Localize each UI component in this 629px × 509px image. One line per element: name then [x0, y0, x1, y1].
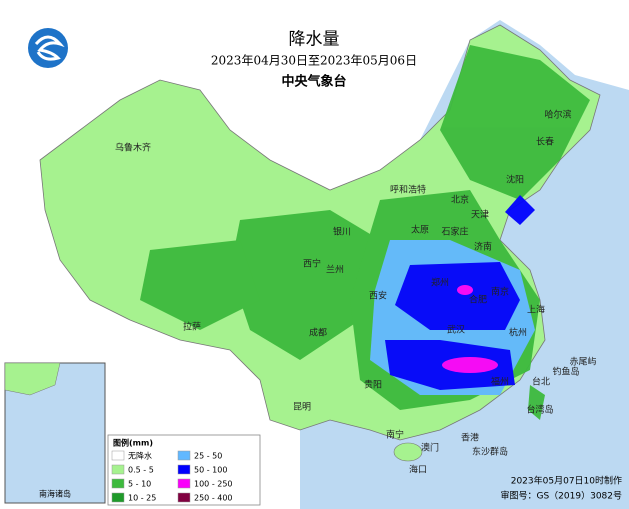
city-label: 拉萨 [183, 321, 201, 333]
city-label: 杭州 [509, 327, 527, 339]
legend-swatch [177, 492, 191, 503]
legend-swatch [177, 450, 191, 461]
approval-no: 审图号：GS（2019）3082号 [501, 490, 623, 502]
legend-swatch [177, 478, 191, 489]
legend-label: 25 - 50 [194, 452, 222, 461]
city-label: 西安 [369, 290, 387, 302]
made-time: 2023年05月07日10时制作 [511, 475, 622, 487]
city-label: 银川 [333, 226, 351, 238]
hainan [393, 442, 423, 462]
city-label: 台北 [532, 376, 550, 388]
city-label: 乌鲁木齐 [115, 142, 151, 154]
legend-swatch [111, 450, 125, 461]
legend-label: 100 - 250 [194, 480, 233, 489]
legend-swatch [111, 492, 125, 503]
city-label: 南京 [491, 286, 509, 298]
city-label: 长春 [536, 136, 554, 148]
legend-label: 250 - 400 [194, 494, 233, 503]
city-label: 太原 [411, 224, 429, 236]
city-label: 武汉 [447, 324, 465, 336]
city-label: 成都 [309, 327, 327, 339]
legend-label: 5 - 10 [128, 480, 151, 489]
legend-label: 50 - 100 [194, 466, 227, 475]
city-label: 天津 [471, 210, 489, 221]
legend-swatch [177, 464, 191, 475]
city-label: 上海 [527, 304, 545, 316]
legend-title: 图例(mm) [113, 438, 153, 448]
rain-areas [140, 45, 590, 420]
legend-swatch [111, 478, 125, 489]
city-label: 澳门 [421, 442, 439, 454]
city-label: 沈阳 [506, 174, 524, 186]
city-label: 福州 [491, 376, 509, 388]
city-label: 赤尾屿 [569, 357, 596, 368]
legend: 图例(mm) 无降水 0.5 - 5 5 - 10 10 - 25 25 - 50 50 … [107, 434, 261, 506]
city-label: 合肥 [469, 294, 487, 306]
issuer: 中央气象台 [281, 74, 346, 90]
city-label: 贵阳 [364, 379, 382, 391]
legend-label: 0.5 - 5 [128, 466, 154, 475]
city-label: 兰州 [326, 264, 344, 276]
city-label: 台湾岛 [526, 404, 553, 416]
logo [28, 28, 68, 68]
period: 2023年04月30日至2023年05月06日 [211, 54, 417, 68]
legend-swatch [111, 464, 125, 475]
legend-label: 无降水 [128, 451, 152, 461]
inset: 南海诸岛 [4, 362, 106, 504]
city-label: 郑州 [431, 277, 449, 289]
inset-label: 南海诸岛 [39, 489, 71, 499]
legend-label: 10 - 25 [128, 494, 156, 503]
city-label: 海口 [409, 464, 427, 476]
title: 降水量 [289, 30, 340, 50]
city-label: 西宁 [303, 258, 321, 270]
city-label: 呼和浩特 [390, 184, 426, 196]
city-label: 北京 [451, 194, 469, 206]
city-label: 石家庄 [441, 226, 468, 238]
city-label: 哈尔滨 [544, 109, 571, 121]
city-label: 南宁 [386, 429, 404, 441]
city-label: 东沙群岛 [472, 446, 508, 458]
city-label: 香港 [461, 432, 479, 444]
city-label: 济南 [474, 241, 492, 253]
city-label: 钓鱼岛 [552, 366, 579, 378]
city-label: 昆明 [293, 402, 311, 413]
